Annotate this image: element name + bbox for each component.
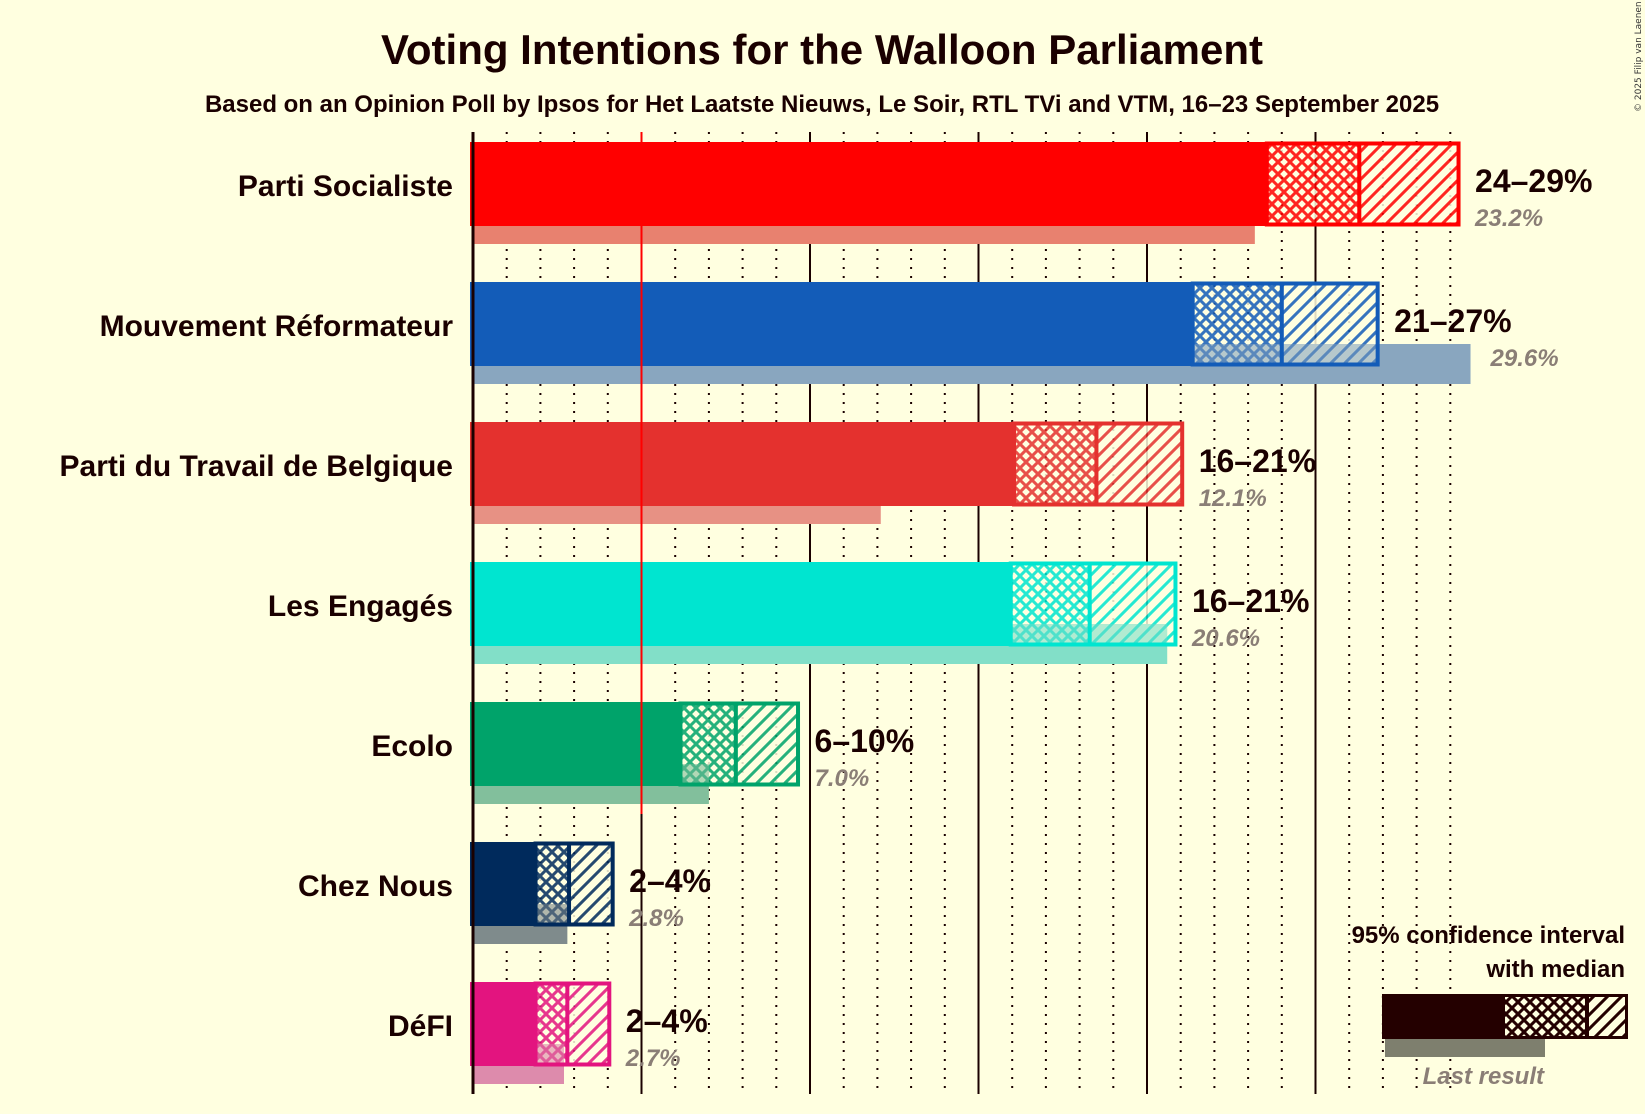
bar-ci-upper <box>569 845 612 923</box>
bar-ci-upper <box>735 705 797 783</box>
legend-last-result-label: Last result <box>1423 1063 1545 1090</box>
bar-solid <box>470 142 1269 226</box>
legend-ci-outline <box>1502 994 1628 1039</box>
bar-ci-upper <box>1096 425 1181 503</box>
chart-subtitle: Based on an Opinion Poll by Ipsos for He… <box>205 91 1439 118</box>
bar-ci-upper <box>567 985 608 1063</box>
party-row: DéFI 2–4% 2.7% <box>388 981 708 1084</box>
bar-solid <box>470 282 1195 366</box>
bar-solid <box>470 982 538 1066</box>
party-name: Parti Socialiste <box>238 170 453 203</box>
party-name: DéFI <box>388 1010 453 1043</box>
last-result-overlay <box>537 1044 564 1063</box>
party-row: Mouvement Réformateur 21–27% 29.6% <box>100 281 1559 384</box>
legend-line1: 95% confidence interval <box>1352 922 1625 949</box>
last-result-overlay <box>1194 344 1377 363</box>
bar-ci-lower <box>1268 145 1360 223</box>
party-name: Les Engagés <box>268 590 453 623</box>
range-label: 2–4% <box>626 1003 708 1039</box>
ci-outline <box>533 981 612 1067</box>
range-label: 24–29% <box>1475 163 1592 199</box>
range-label: 21–27% <box>1394 303 1511 339</box>
legend-last-result-bar <box>1385 1039 1545 1057</box>
bar-solid <box>470 702 682 786</box>
last-result-label: 7.0% <box>815 765 870 792</box>
last-result-label: 12.1% <box>1199 485 1267 512</box>
range-label: 16–21% <box>1192 583 1309 619</box>
ci-outline <box>1190 281 1380 367</box>
legend-solid <box>1382 994 1505 1039</box>
legend: 95% confidence interval with median Last… <box>1352 922 1628 1090</box>
ci-outline <box>1008 561 1178 647</box>
chart-title: Voting Intentions for the Walloon Parlia… <box>381 26 1263 73</box>
party-name: Mouvement Réformateur <box>100 310 454 343</box>
bar-solid <box>470 842 538 926</box>
party-name: Ecolo <box>371 730 453 763</box>
bar-solid <box>470 422 1016 506</box>
legend-ci-upper <box>1587 997 1625 1036</box>
last-result-label: 23.2% <box>1474 205 1543 232</box>
range-label: 2–4% <box>629 863 711 899</box>
last-result-label: 20.6% <box>1191 625 1260 652</box>
last-result-label: 2.7% <box>625 1045 681 1072</box>
party-rows: Parti Socialiste 24–29% 23.2% Mouvement Réf… <box>60 132 1592 1094</box>
party-row: Les Engagés 16–21% 20.6% <box>268 561 1309 664</box>
last-result-label: 2.8% <box>628 905 684 932</box>
party-row: Ecolo 6–10% 7.0% <box>371 701 915 804</box>
last-result-overlay <box>681 764 709 783</box>
range-label: 16–21% <box>1199 443 1316 479</box>
ci-outline <box>533 841 615 927</box>
ci-outline <box>678 701 801 787</box>
last-result-label: 29.6% <box>1490 345 1559 372</box>
ci-outline <box>1264 141 1461 227</box>
bar-solid <box>470 562 1013 646</box>
legend-line2: with median <box>1485 956 1625 983</box>
party-name: Chez Nous <box>298 870 453 903</box>
legend-ci-lower <box>1505 997 1587 1036</box>
party-row: Chez Nous 2–4% 2.8% <box>298 841 711 944</box>
bar-ci-lower <box>1015 425 1097 503</box>
last-result-overlay <box>537 904 568 923</box>
range-label: 6–10% <box>815 723 915 759</box>
bar-ci-upper <box>1359 145 1458 223</box>
party-name: Parti du Travail de Belgique <box>60 450 453 483</box>
copyright-notice: © 2025 Filip van Laenen <box>1634 1 1644 112</box>
party-row: Parti du Travail de Belgique 16–21% 12.1% <box>60 421 1316 524</box>
party-row: Parti Socialiste 24–29% 23.2% <box>238 141 1592 244</box>
